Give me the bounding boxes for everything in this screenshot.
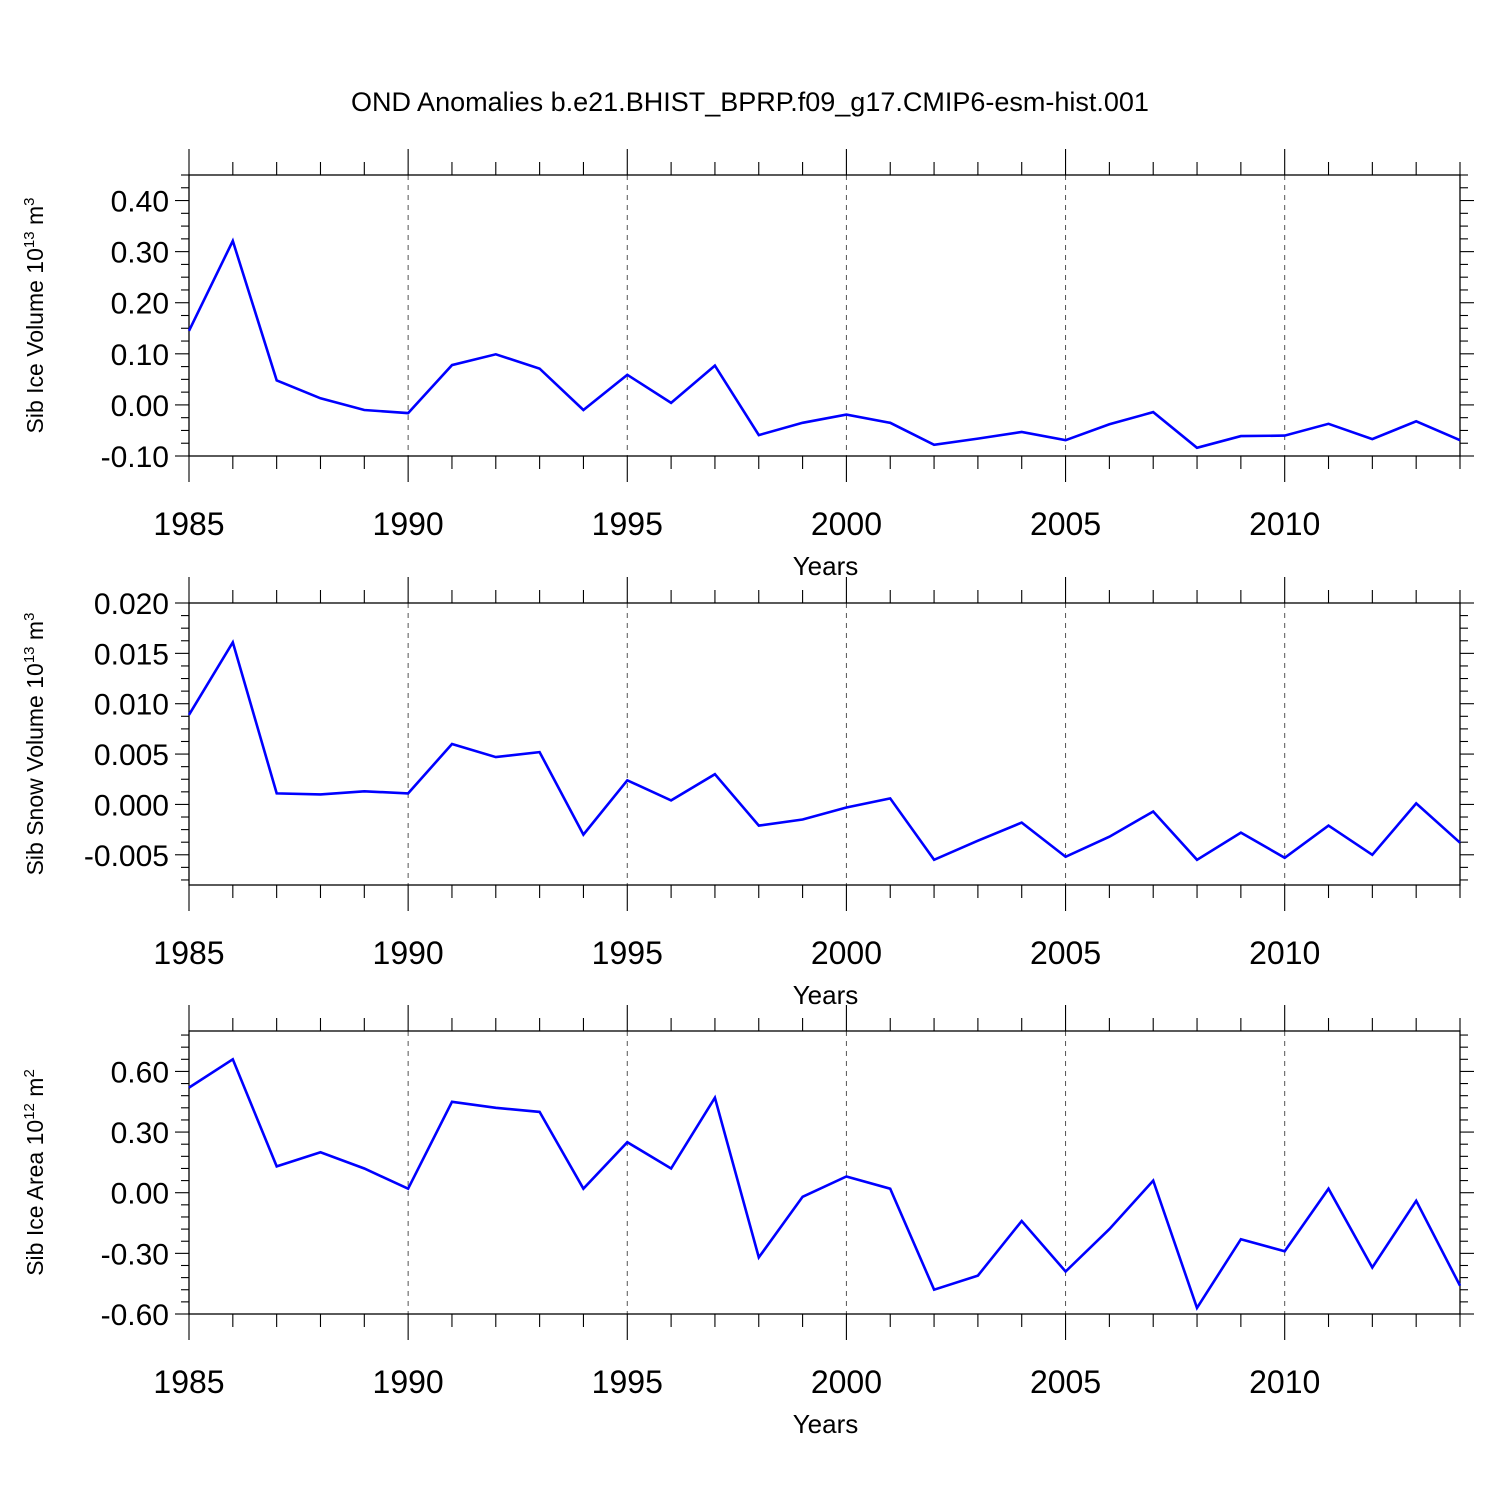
figure-title: OND Anomalies b.e21.BHIST_BPRP.f09_g17.C… xyxy=(351,87,1149,117)
snow-volume-plot-frame xyxy=(188,602,1461,886)
ice-volume-x-axis-label: Years xyxy=(793,551,859,581)
ice-volume-y-tick-label: 0.20 xyxy=(111,288,169,321)
snow-volume-y-tick-label: -0.005 xyxy=(84,840,169,873)
ice-volume-x-tick-label: 2005 xyxy=(1030,506,1101,542)
snow-volume-x-tick-label: 1985 xyxy=(153,935,224,971)
ice-area-y-tick-label: 0.60 xyxy=(111,1056,169,1089)
snow-volume-y-tick-label: 0.000 xyxy=(94,789,169,822)
snow-volume-x-tick-label: 2000 xyxy=(811,935,882,971)
ice-area-y-tick-label: 0.00 xyxy=(111,1178,169,1211)
ice-volume-y-tick-label: -0.10 xyxy=(101,441,169,474)
ice-area-y-tick-label: 0.30 xyxy=(111,1117,169,1150)
snow-volume-y-tick-label: 0.010 xyxy=(94,689,169,722)
snow-volume-y-tick-label: 0.005 xyxy=(94,739,169,772)
snow-volume-series-line xyxy=(187,639,1461,862)
ice-area-x-tick-label: 2010 xyxy=(1249,1364,1320,1400)
ice-area-x-tick-label: 1995 xyxy=(592,1364,663,1400)
ice-volume-x-tick-label: 1990 xyxy=(373,506,444,542)
snow-volume-x-tick-label: 1995 xyxy=(592,935,663,971)
ice-area-x-tick-label: 2005 xyxy=(1030,1364,1101,1400)
panel-ice-area: -0.60 -0.30 0.00 0.30 0.60 1985 1990 1995 2000 20… xyxy=(21,1005,1474,1439)
ice-volume-y-tick-label: 0.10 xyxy=(111,339,169,372)
ice-area-y-tick-label: -0.30 xyxy=(101,1238,169,1271)
ice-area-x-tick-label: 1990 xyxy=(373,1364,444,1400)
snow-volume-x-tick-label: 2005 xyxy=(1030,935,1101,971)
ice-volume-x-tick-label: 2010 xyxy=(1249,506,1320,542)
snow-volume-y-tick-label: 0.015 xyxy=(94,638,169,671)
panel-snow-volume: -0.005 0.000 0.005 0.010 0.015 0.020 1985 1990 1… xyxy=(21,577,1474,1010)
ice-volume-x-tick-label: 2000 xyxy=(811,506,882,542)
snow-volume-y-axis-label: Sib Snow Volume 1013 m3 xyxy=(21,613,48,876)
ice-volume-y-tick-label: 0.30 xyxy=(111,237,169,270)
ice-volume-y-axis-label: Sib Ice Volume 1013 m3 xyxy=(21,198,48,434)
ice-volume-x-tick-label: 1995 xyxy=(592,506,663,542)
ice-volume-x-tick-label: 1985 xyxy=(153,506,224,542)
snow-volume-x-axis-label: Years xyxy=(793,980,859,1010)
ice-area-plot-frame xyxy=(188,1030,1461,1315)
ice-volume-y-tick-label: 0.00 xyxy=(111,390,169,423)
ice-volume-y-tick-label: 0.40 xyxy=(111,186,169,219)
ice-volume-series-line xyxy=(187,237,1461,450)
ice-area-x-tick-label: 1985 xyxy=(153,1364,224,1400)
ice-area-y-tick-label: -0.60 xyxy=(101,1299,169,1332)
ice-area-x-tick-label: 2000 xyxy=(811,1364,882,1400)
panel-ice-volume: -0.10 0.00 0.10 0.20 0.30 0.40 1985 1990 1995 200… xyxy=(21,149,1474,581)
snow-volume-y-tick-label: 0.020 xyxy=(94,588,169,621)
ice-area-series-line xyxy=(188,1057,1462,1311)
snow-volume-x-tick-label: 2010 xyxy=(1249,935,1320,971)
snow-volume-x-tick-label: 1990 xyxy=(373,935,444,971)
ice-area-x-axis-label: Years xyxy=(793,1409,859,1439)
ice-area-y-axis-label: Sib Ice Area 1012 m2 xyxy=(21,1069,48,1276)
